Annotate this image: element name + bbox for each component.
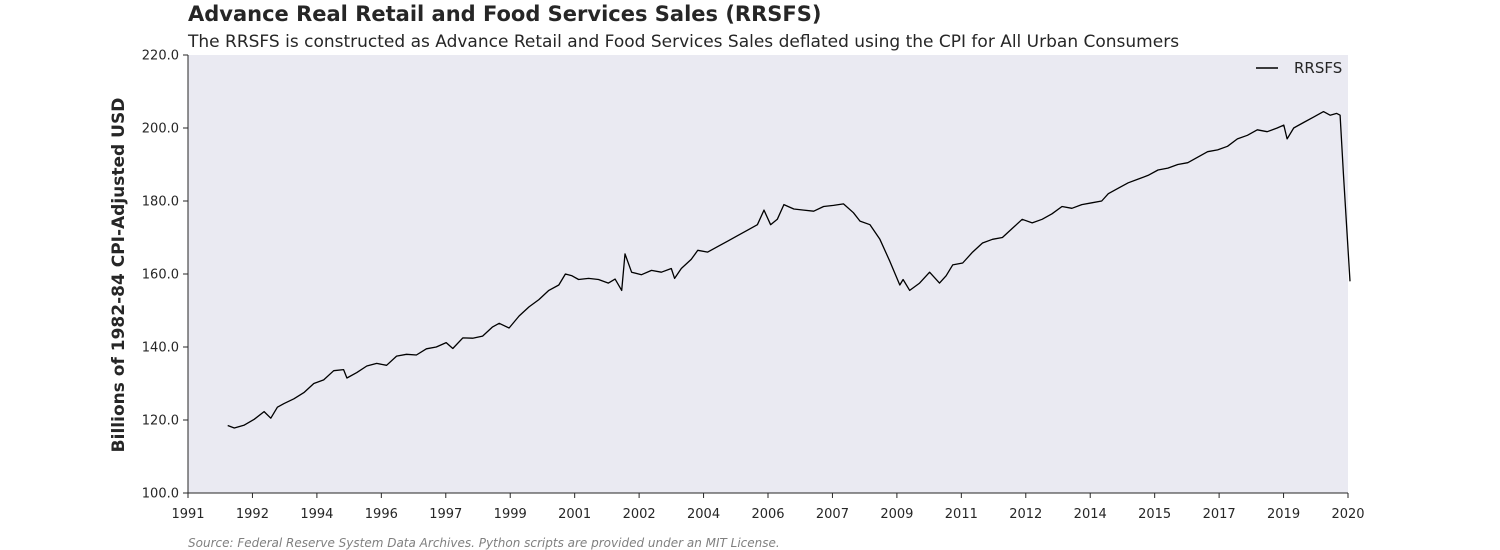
x-tick-label: 2002 [623,507,656,522]
x-tick-label: 1997 [429,507,462,522]
series-group [227,110,1351,429]
y-tick-label: 220.0 [142,49,179,64]
y-tick-label: 160.0 [142,268,179,283]
x-tick-label: 2004 [687,507,720,522]
x-tick-label: 2015 [1138,507,1171,522]
x-tick-label: 2001 [558,507,591,522]
x-tick-label: 2017 [1203,507,1236,522]
x-tick-label: 2011 [945,507,978,522]
x-tick-label: 2019 [1267,507,1300,522]
y-tick-label: 140.0 [142,341,179,356]
y-axis-label: Billions of 1982-84 CPI-Adjusted USD [109,98,129,453]
axes: 100.0 120.0 140.0 160.0 180.0 200.0 220.0 1991 1… [142,49,1365,523]
x-tick-label: 2006 [751,507,784,522]
y-tick-label: 120.0 [142,414,179,429]
x-tick-label: 1996 [365,507,398,522]
x-tick-label: 2007 [816,507,849,522]
x-tick-label: 2014 [1074,507,1107,522]
x-tick-label: 1999 [494,507,527,522]
legend-label: RRSFS [1294,59,1342,77]
x-tick-label: 1994 [300,507,333,522]
x-tick-label: 2020 [1331,507,1364,522]
y-tick-label: 200.0 [142,122,179,137]
x-tick-label: 2012 [1009,507,1042,522]
y-tick-label: 180.0 [142,195,179,210]
x-tick-label: 2009 [880,507,913,522]
x-tick-label: 1991 [171,507,204,522]
y-tick-label: 100.0 [142,487,179,502]
source-note: Source: Federal Reserve System Data Arch… [188,536,780,550]
chart-title: Advance Real Retail and Food Services Sa… [188,2,822,26]
x-tick-label: 1992 [236,507,269,522]
chart-subtitle: The RRSFS is constructed as Advance Reta… [188,32,1180,52]
legend: RRSFS [1256,59,1342,77]
series-line-rrsfs [227,110,1351,429]
plot-area [188,55,1348,493]
